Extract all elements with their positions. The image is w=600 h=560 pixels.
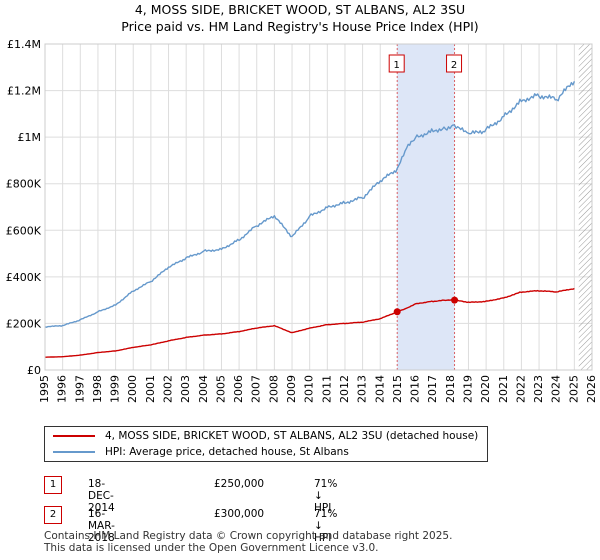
- legend-item-property: 4, MOSS SIDE, BRICKET WOOD, ST ALBANS, A…: [53, 428, 478, 444]
- x-tick-label: 1997: [73, 375, 86, 403]
- future-hatch: [578, 44, 592, 370]
- marker-point: [393, 308, 401, 316]
- marker-label-box: [446, 54, 463, 73]
- x-tick-label: 2010: [303, 375, 316, 403]
- legend-swatch-hpi: [53, 451, 95, 453]
- x-tick-label: 2006: [232, 375, 245, 403]
- x-tick-label: 2019: [461, 375, 474, 403]
- x-tick-label: 2002: [162, 375, 175, 403]
- y-tick-label: £1.4M: [7, 38, 41, 51]
- legend-label-hpi: HPI: Average price, detached house, St A…: [105, 446, 349, 458]
- footer-license: This data is licensed under the Open Gov…: [44, 542, 379, 554]
- transaction-price: £250,000: [214, 478, 265, 490]
- legend-swatch-property: [53, 435, 95, 437]
- x-tick-label: 2024: [550, 375, 563, 403]
- transaction-badge: 2: [44, 506, 62, 524]
- x-tick-label: 1999: [109, 375, 122, 403]
- plot-frame: [44, 43, 593, 371]
- chart-subtitle: Price paid vs. HM Land Registry's House …: [121, 19, 479, 34]
- y-tick-label: £0: [27, 364, 41, 377]
- x-tick-label: 2007: [250, 375, 263, 403]
- x-tick-label: 2004: [197, 375, 210, 403]
- x-tick-label: 2022: [514, 375, 527, 403]
- y-tick-label: £1.2M: [7, 85, 41, 98]
- legend-item-hpi: HPI: Average price, detached house, St A…: [53, 444, 349, 460]
- x-tick-label: 2005: [214, 375, 227, 403]
- x-tick-label: 2001: [144, 375, 157, 403]
- x-tick-label: 2008: [267, 375, 280, 403]
- x-tick-label: 2023: [532, 375, 545, 403]
- y-tick-label: £600K: [6, 224, 42, 237]
- marker-label-box: [388, 54, 405, 73]
- x-tick-label: 1996: [56, 375, 69, 403]
- marker-label: 2: [451, 60, 457, 71]
- x-tick-label: 2015: [391, 375, 404, 403]
- x-tick-label: 2026: [585, 375, 598, 403]
- series-line-property: [45, 287, 575, 358]
- highlight-band: [397, 44, 455, 370]
- marker-point: [451, 296, 459, 304]
- x-tick-label: 2018: [444, 375, 457, 403]
- x-tick-label: 2011: [320, 375, 333, 403]
- y-tick-label: £400K: [6, 271, 42, 284]
- x-tick-label: 2020: [479, 375, 492, 403]
- x-tick-label: 2016: [409, 375, 422, 403]
- plot-area: [45, 44, 592, 370]
- x-tick-label: 1995: [38, 375, 51, 403]
- transaction-hpi: 71% ↓ HPI: [314, 478, 338, 514]
- y-tick-label: £200K: [6, 317, 42, 330]
- x-tick-label: 2017: [426, 375, 439, 403]
- marker-label: 1: [394, 60, 400, 71]
- x-tick-label: 2009: [285, 375, 298, 403]
- x-tick-label: 2003: [179, 375, 192, 403]
- x-tick-label: 2014: [373, 375, 386, 403]
- legend: 4, MOSS SIDE, BRICKET WOOD, ST ALBANS, A…: [44, 426, 488, 462]
- transaction-date: 18-DEC-2014: [88, 478, 115, 514]
- x-tick-label: 2013: [356, 375, 369, 403]
- x-tick-label: 1998: [91, 375, 104, 403]
- footer-copyright: Contains HM Land Registry data © Crown c…: [44, 530, 453, 542]
- transaction-hpi: 71% ↓ HPI: [314, 508, 338, 544]
- transaction-date: 16-MAR-2018: [88, 508, 115, 544]
- x-tick-label: 2012: [338, 375, 351, 403]
- transaction-badge: 1: [44, 476, 62, 494]
- x-tick-label: 2000: [126, 375, 139, 403]
- y-tick-label: £800K: [6, 178, 42, 191]
- legend-label-property: 4, MOSS SIDE, BRICKET WOOD, ST ALBANS, A…: [105, 430, 479, 442]
- price-chart: 1995 1996 1997 1998 1999 2000 2001 2002 2003 2004…: [6, 38, 598, 403]
- chart-title: 4, MOSS SIDE, BRICKET WOOD, ST ALBANS, A…: [134, 2, 466, 17]
- y-tick-label: £1M: [18, 131, 42, 144]
- series-line-hpi: [44, 81, 576, 328]
- transaction-price: £300,000: [214, 508, 265, 520]
- x-tick-label: 2021: [497, 375, 510, 403]
- x-tick-label: 2025: [567, 375, 580, 403]
